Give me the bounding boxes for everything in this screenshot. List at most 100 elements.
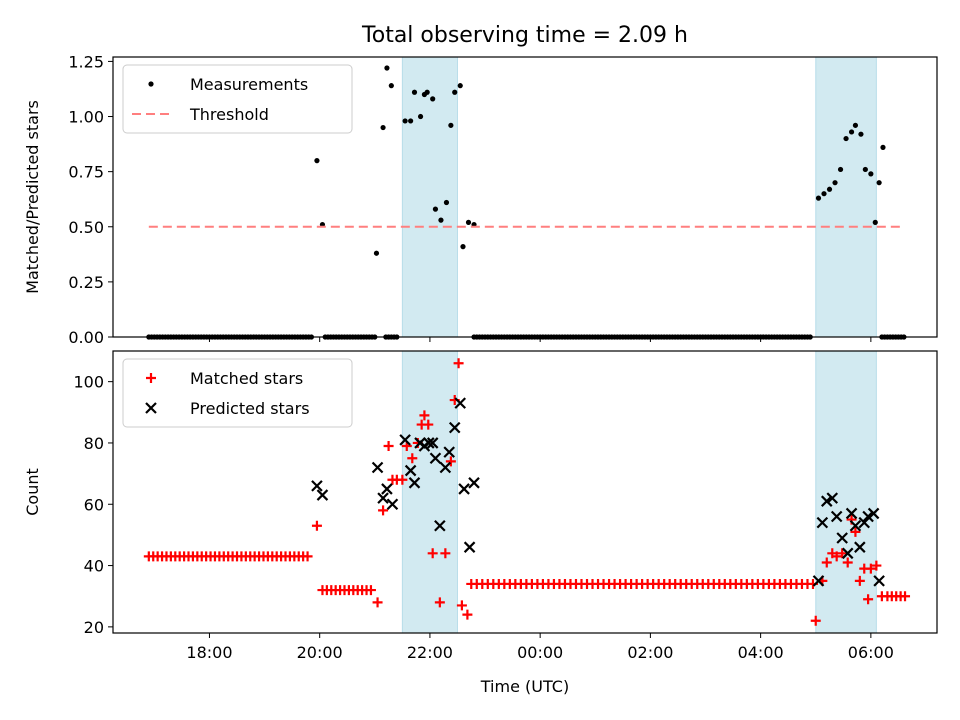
y-axis-label: Count [23, 468, 42, 516]
matched-stars-point [831, 551, 842, 562]
matched-stars-point [365, 585, 376, 596]
measurements-point [862, 166, 868, 173]
measurements-point [417, 113, 424, 120]
predicted-stars-point [468, 477, 480, 489]
measurements-point [460, 244, 466, 250]
measurements-point [380, 124, 386, 131]
matched-stars-point [427, 548, 438, 559]
measurements-point [411, 89, 418, 95]
legend-box [122, 358, 353, 428]
measurements-point [848, 129, 855, 135]
measurements-point [843, 135, 849, 142]
matched-stars-point [453, 358, 464, 369]
measurements-point [443, 199, 450, 206]
predicted-stars-point [463, 541, 476, 553]
measurements-point [373, 250, 380, 256]
matched-stars-point [445, 456, 456, 467]
legend-label: Predicted stars [190, 399, 310, 418]
matched-stars-point [407, 453, 418, 464]
legend: Measurements Threshold [122, 64, 353, 134]
predicted-stars-point [316, 489, 329, 501]
predicted-stars-point [386, 498, 399, 511]
y-tick-label: 60 [84, 495, 104, 514]
x-axis-label: Time (UTC) [480, 677, 569, 696]
matched-stars-point [302, 551, 313, 562]
shaded-band-1 [815, 350, 877, 634]
measurements-point [438, 217, 444, 223]
measurements-point [876, 180, 882, 186]
matched-stars-point [378, 505, 389, 516]
y-tick-label: 0.50 [68, 218, 104, 237]
matched-stars-point [871, 560, 882, 571]
y-tick-label: 100 [73, 373, 104, 392]
predicted-stars-point [812, 575, 825, 587]
measurements-point [852, 122, 859, 128]
axes-frame [112, 56, 938, 338]
shaded-band-0 [401, 56, 458, 338]
legend: Matched stars Predicted stars [122, 358, 353, 428]
predicted-stars-point [454, 397, 467, 409]
matched-stars-point [900, 591, 911, 602]
predicted-stars-point [458, 483, 470, 495]
x-tick-label: 00:00 [517, 643, 563, 662]
measurements-point [880, 144, 886, 150]
y-tick-label: 0.75 [68, 163, 104, 182]
matched-stars-point [821, 557, 832, 568]
predicted-stars-point [862, 510, 874, 523]
y-axis-label: Matched/Predicted stars [23, 100, 42, 294]
matched-stars-point [842, 557, 853, 568]
predicted-stars-point [426, 437, 439, 449]
bottom-panel-counts: 20 40 60 80 100 18:00 20:00 22:00 00:00 02:00 04:0… [23, 350, 938, 696]
predicted-stars-point [830, 510, 843, 523]
y-tick-label: 1.00 [68, 108, 104, 127]
measurements-point [384, 65, 390, 71]
predicted-stars-point [826, 492, 839, 504]
predicted-stars-point [408, 477, 421, 489]
matched-stars-point [397, 474, 408, 485]
measurements-point [872, 219, 878, 225]
legend-swatch-predicted-stars [145, 402, 157, 414]
measurements-point [388, 83, 394, 89]
x-tick-label: 18:00 [186, 643, 232, 662]
measurements-point [826, 186, 833, 192]
predicted-stars-point [404, 464, 417, 477]
top-panel-ratio: 0.00 0.25 0.50 0.75 1.00 1.25 Matched/Predicte… [23, 52, 938, 347]
matched-stars-point [456, 600, 467, 611]
legend-label: Measurements [190, 75, 308, 94]
measurements-point [408, 118, 414, 124]
matched-stars-point [876, 591, 887, 602]
x-tick-label: 22:00 [407, 643, 453, 662]
shaded-band-1 [815, 56, 877, 338]
measurements-point [314, 158, 320, 164]
matched-stars-point [440, 548, 451, 559]
predicted-stars-point [371, 461, 384, 474]
y-tick-label: 0.25 [68, 273, 104, 292]
matched-stars-point [419, 410, 430, 421]
y-tick-label: 20 [84, 618, 104, 637]
predicted-stars-point [867, 507, 880, 520]
matched-stars-point [462, 609, 473, 620]
measurements-point [402, 118, 408, 124]
matched-stars-point [850, 526, 861, 537]
measurements-point [821, 191, 827, 197]
measurements-point [858, 131, 864, 137]
chart-title: Total observing time = 2.09 h [361, 23, 688, 48]
matched-stars-point [837, 548, 848, 559]
axes-frame [112, 350, 938, 634]
y-tick-label: 80 [84, 434, 104, 453]
legend-label: Matched stars [190, 369, 303, 388]
measurements-point [430, 96, 436, 102]
predicted-stars-point [423, 437, 435, 449]
measurements-point [868, 171, 874, 177]
x-tick-label: 20:00 [297, 643, 343, 662]
predicted-stars-point [841, 547, 854, 560]
predicted-stars-point [311, 480, 323, 492]
predicted-stars-point [854, 541, 866, 553]
matched-stars-point [423, 419, 434, 430]
measurements-point [837, 166, 844, 173]
measurements-point [452, 89, 458, 95]
y-tick-label: 40 [84, 557, 104, 576]
matched-stars-point [434, 597, 445, 608]
matched-stars-point [854, 575, 865, 586]
